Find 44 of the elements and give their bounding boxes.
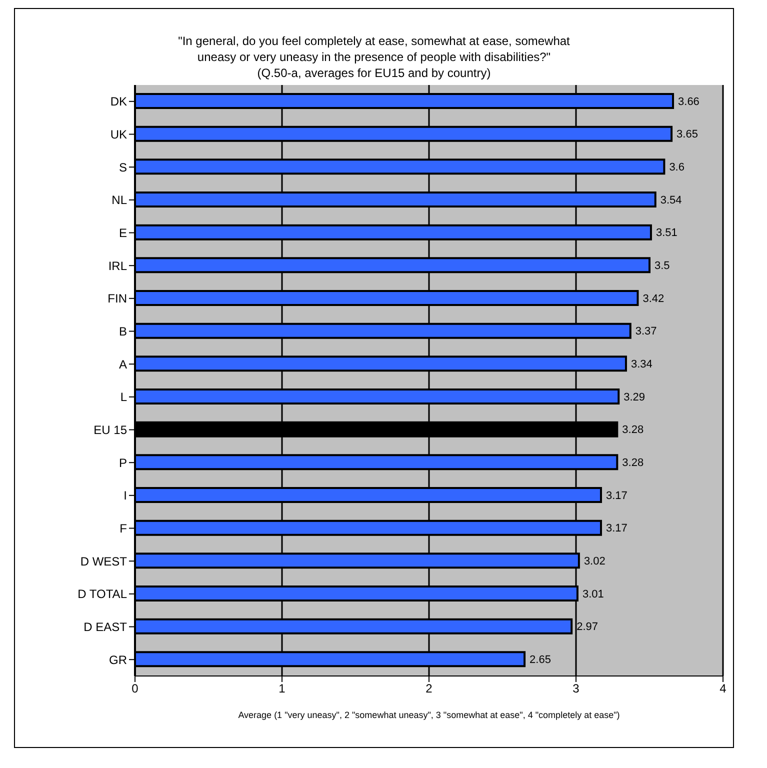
y-tick-label: UK bbox=[110, 128, 127, 142]
y-tick-label: FIN bbox=[108, 292, 127, 306]
y-tick-label: D WEST bbox=[80, 554, 128, 568]
data-label: 2.97 bbox=[576, 621, 598, 634]
y-tick-label: EU 15 bbox=[94, 423, 128, 438]
y-tick-label: D EAST bbox=[84, 620, 128, 634]
x-tick-label: 3 bbox=[572, 682, 580, 696]
chart-title: "In general, do you feel completely at ease, somewhat at ease, somewhat uneasy or very uneasy in the presence of people with disabilities?" bbox=[177, 33, 571, 65]
y-tick-label: NL bbox=[112, 193, 128, 208]
y-tick-label: DK bbox=[110, 94, 127, 109]
data-label: 3.42 bbox=[642, 292, 664, 305]
x-tick-label: 4 bbox=[720, 682, 727, 696]
y-tick-label: B bbox=[118, 324, 127, 339]
y-tick-label: GR bbox=[109, 652, 128, 667]
data-label: 3.28 bbox=[622, 457, 644, 470]
y-tick-label: D TOTAL bbox=[78, 587, 128, 602]
data-label: 3.37 bbox=[635, 326, 657, 338]
x-axis-title: Average (1 "very uneasy", 2 "somewhat uneasy", 3 "somewhat at ease", 4 "completely at ease") bbox=[238, 710, 620, 720]
y-tick-label: IRL bbox=[108, 258, 128, 273]
y-tick-label: P bbox=[118, 456, 127, 470]
data-label: 3.51 bbox=[656, 227, 678, 240]
y-tick-label: L bbox=[120, 390, 128, 404]
data-label: 3.54 bbox=[660, 194, 682, 206]
data-label: 3.28 bbox=[622, 424, 644, 436]
y-tick-label: E bbox=[118, 226, 127, 240]
y-tick-label: F bbox=[120, 522, 127, 536]
chart-subtitle: (Q.50-a, averages for EU15 and by country) bbox=[256, 65, 492, 81]
x-tick-label: 2 bbox=[426, 682, 433, 696]
data-label: 3.6 bbox=[669, 162, 684, 174]
data-label: 3.17 bbox=[606, 522, 628, 535]
data-label: 3.34 bbox=[630, 358, 652, 371]
data-label: 3.01 bbox=[582, 588, 604, 600]
data-label: 3.66 bbox=[678, 96, 700, 108]
data-label: 3.29 bbox=[624, 391, 646, 404]
data-label: 3.02 bbox=[584, 556, 606, 568]
data-label: 3.5 bbox=[654, 260, 670, 272]
y-tick-label: I bbox=[124, 488, 127, 503]
data-label: 3.65 bbox=[676, 128, 698, 141]
data-label: 3.17 bbox=[606, 490, 628, 502]
y-tick-label: S bbox=[118, 160, 127, 174]
data-label: 2.65 bbox=[530, 654, 551, 666]
x-tick-label: 1 bbox=[278, 682, 286, 696]
y-tick-label: A bbox=[118, 357, 127, 372]
x-tick-label: 0 bbox=[132, 682, 139, 696]
